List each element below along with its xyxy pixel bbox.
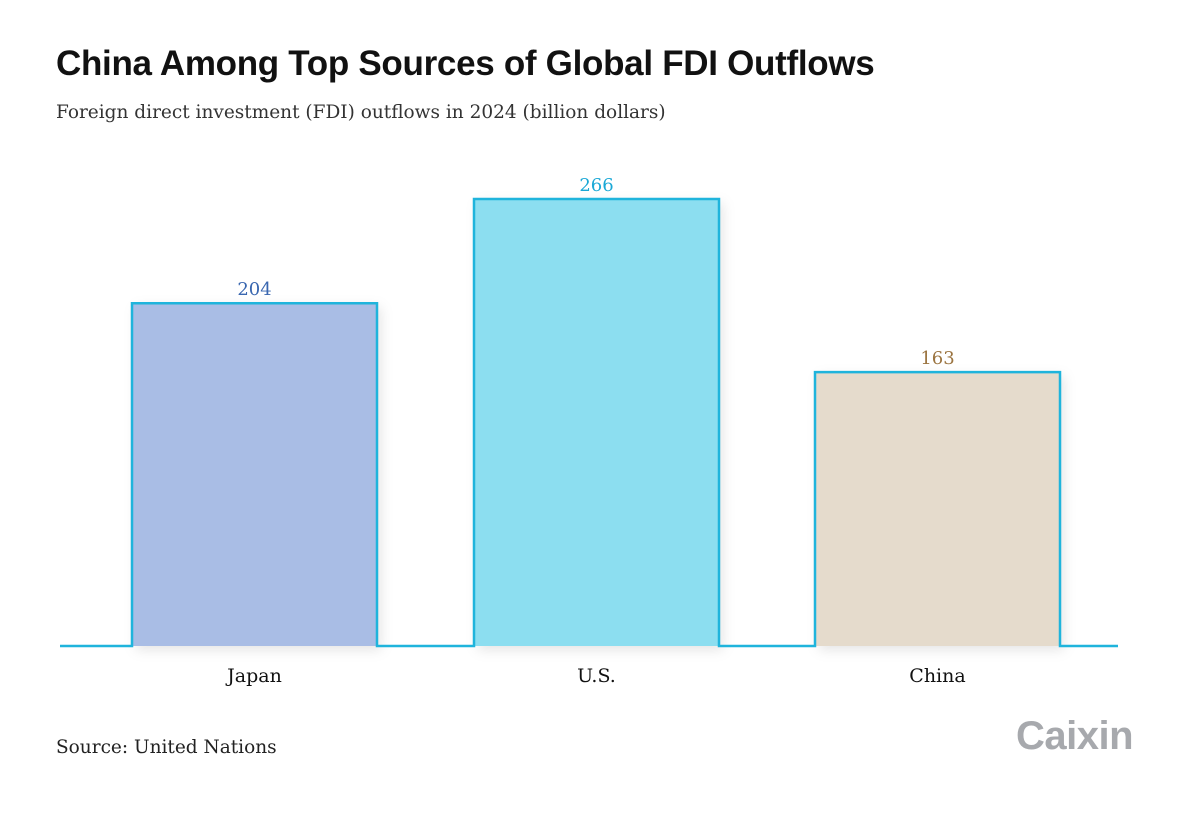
- value-label: 163: [920, 348, 954, 369]
- value-label: 204: [237, 279, 271, 300]
- bar-outline-line: [60, 197, 1118, 648]
- category-label: Japan: [225, 665, 282, 687]
- bar-u-s: [474, 199, 719, 646]
- caixin-logo: Caixin: [1016, 714, 1134, 758]
- bar-china: [815, 372, 1060, 646]
- value-label: 266: [579, 175, 613, 196]
- category-label: China: [909, 665, 965, 687]
- chart-title: China Among Top Sources of Global FDI Ou…: [56, 44, 875, 83]
- bar-japan: [132, 303, 377, 646]
- chart-subtitle: Foreign direct investment (FDI) outflows…: [56, 102, 666, 123]
- category-label: U.S.: [577, 665, 616, 687]
- source-note: Source: United Nations: [56, 737, 277, 758]
